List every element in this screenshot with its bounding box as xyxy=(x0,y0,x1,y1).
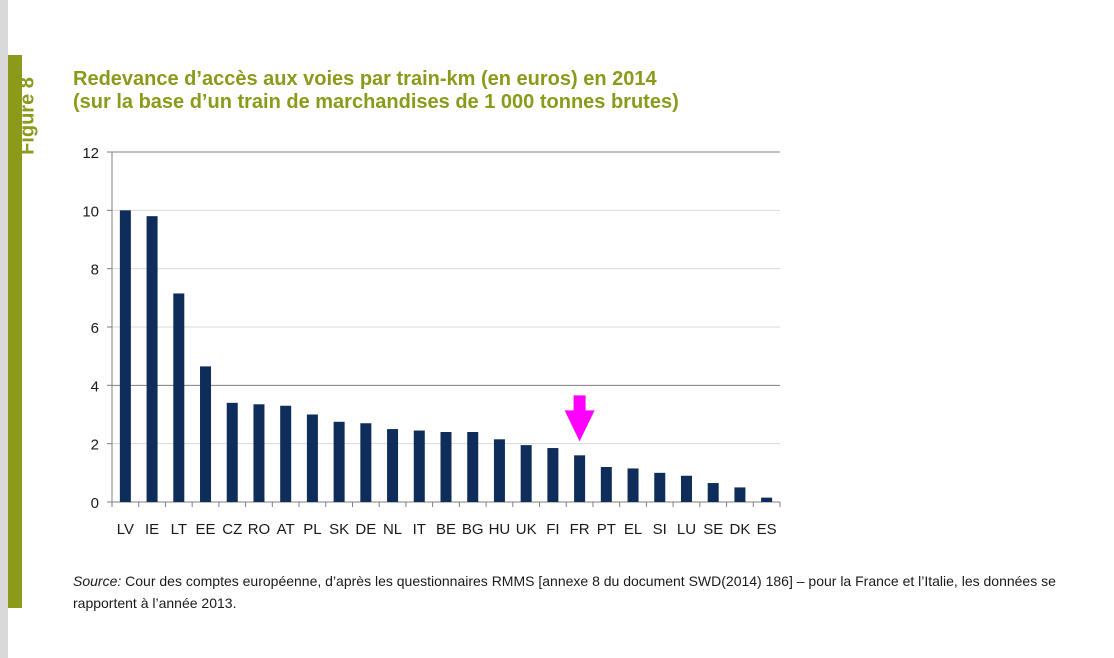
chart-title: Redevance d’accès aux voies par train-km… xyxy=(73,68,679,114)
y-tick-label-10: 10 xyxy=(82,203,99,220)
x-tick-label-se: SE xyxy=(703,521,723,538)
x-tick-label-nl: NL xyxy=(383,521,402,538)
bar-hu xyxy=(493,439,505,502)
left-edge-strip xyxy=(0,0,8,658)
bar-dk xyxy=(734,487,746,502)
bar-lv xyxy=(119,210,131,503)
bar-at xyxy=(280,405,292,502)
x-tick-label-lv: LV xyxy=(117,521,134,538)
x-tick-label-be: BE xyxy=(436,521,456,538)
bar-fr xyxy=(574,455,586,502)
x-tick-label-si: SI xyxy=(653,521,667,538)
x-tick-label-pt: PT xyxy=(597,521,616,538)
bar-se xyxy=(707,483,719,502)
x-tick-label-at: AT xyxy=(277,521,295,538)
x-tick-label-hu: HU xyxy=(489,521,511,538)
y-tick-label-8: 8 xyxy=(91,262,99,279)
bar-uk xyxy=(520,445,532,502)
x-tick-label-dk: DK xyxy=(729,521,750,538)
x-tick-label-lu: LU xyxy=(677,521,696,538)
x-tick-label-ie: IE xyxy=(145,521,159,538)
bar-ro xyxy=(253,404,265,502)
x-tick-label-es: ES xyxy=(757,521,777,538)
bar-nl xyxy=(387,429,399,502)
x-tick-label-lt: LT xyxy=(171,521,187,538)
y-tick-label-6: 6 xyxy=(91,320,99,337)
chart-title-line1: Redevance d’accès aux voies par train-km… xyxy=(73,68,657,90)
y-tick-label-0: 0 xyxy=(91,495,99,512)
chart-title-line2: (sur la base d’un train de marchandises … xyxy=(73,91,679,113)
bar-chart: 0 2 4 6 8 10 12 LV IE LT EE CZ RO AT PL SK DE NL IT BE BG HU U… xyxy=(82,145,781,538)
bar-lt xyxy=(173,293,185,502)
bar-cz xyxy=(226,402,238,502)
bar-lu xyxy=(680,475,692,502)
y-tick-label-4: 4 xyxy=(91,378,99,395)
x-tick-label-de: DE xyxy=(355,521,376,538)
bar-pt xyxy=(600,467,612,502)
y-tick-label-12: 12 xyxy=(82,145,99,162)
bar-it xyxy=(413,430,425,502)
bar-pl xyxy=(306,414,318,502)
x-tick-label-fr: FR xyxy=(570,521,590,538)
x-tick-label-bg: BG xyxy=(462,521,484,538)
bar-de xyxy=(360,423,372,502)
x-tick-label-uk: UK xyxy=(516,521,537,538)
x-tick-label-ee: EE xyxy=(196,521,216,538)
x-tick-label-fi: FI xyxy=(546,521,559,538)
bar-si xyxy=(654,472,666,502)
highlight-arrow-icon xyxy=(564,395,595,442)
x-tick-label-it: IT xyxy=(413,521,426,538)
bar-be xyxy=(440,432,452,502)
x-tick-label-ro: RO xyxy=(248,521,271,538)
figure-side-bar xyxy=(8,55,22,608)
bar-el xyxy=(627,468,639,502)
bar-ie xyxy=(146,216,158,502)
bar-sk xyxy=(333,421,345,502)
bar-bg xyxy=(467,432,479,502)
x-tick-label-sk: SK xyxy=(329,521,349,538)
bar-es xyxy=(761,497,773,502)
bar-ee xyxy=(200,366,212,502)
x-tick-label-pl: PL xyxy=(303,521,321,538)
bar-fi xyxy=(547,448,559,502)
x-tick-label-el: EL xyxy=(624,521,642,538)
source-label: Source: xyxy=(73,573,122,589)
x-tick-label-cz: CZ xyxy=(222,521,242,538)
source-note: Source: Cour des comptes européenne, d’a… xyxy=(73,570,1093,614)
y-tick-label-2: 2 xyxy=(91,437,99,454)
source-text: Cour des comptes européenne, d’après les… xyxy=(73,573,1056,611)
